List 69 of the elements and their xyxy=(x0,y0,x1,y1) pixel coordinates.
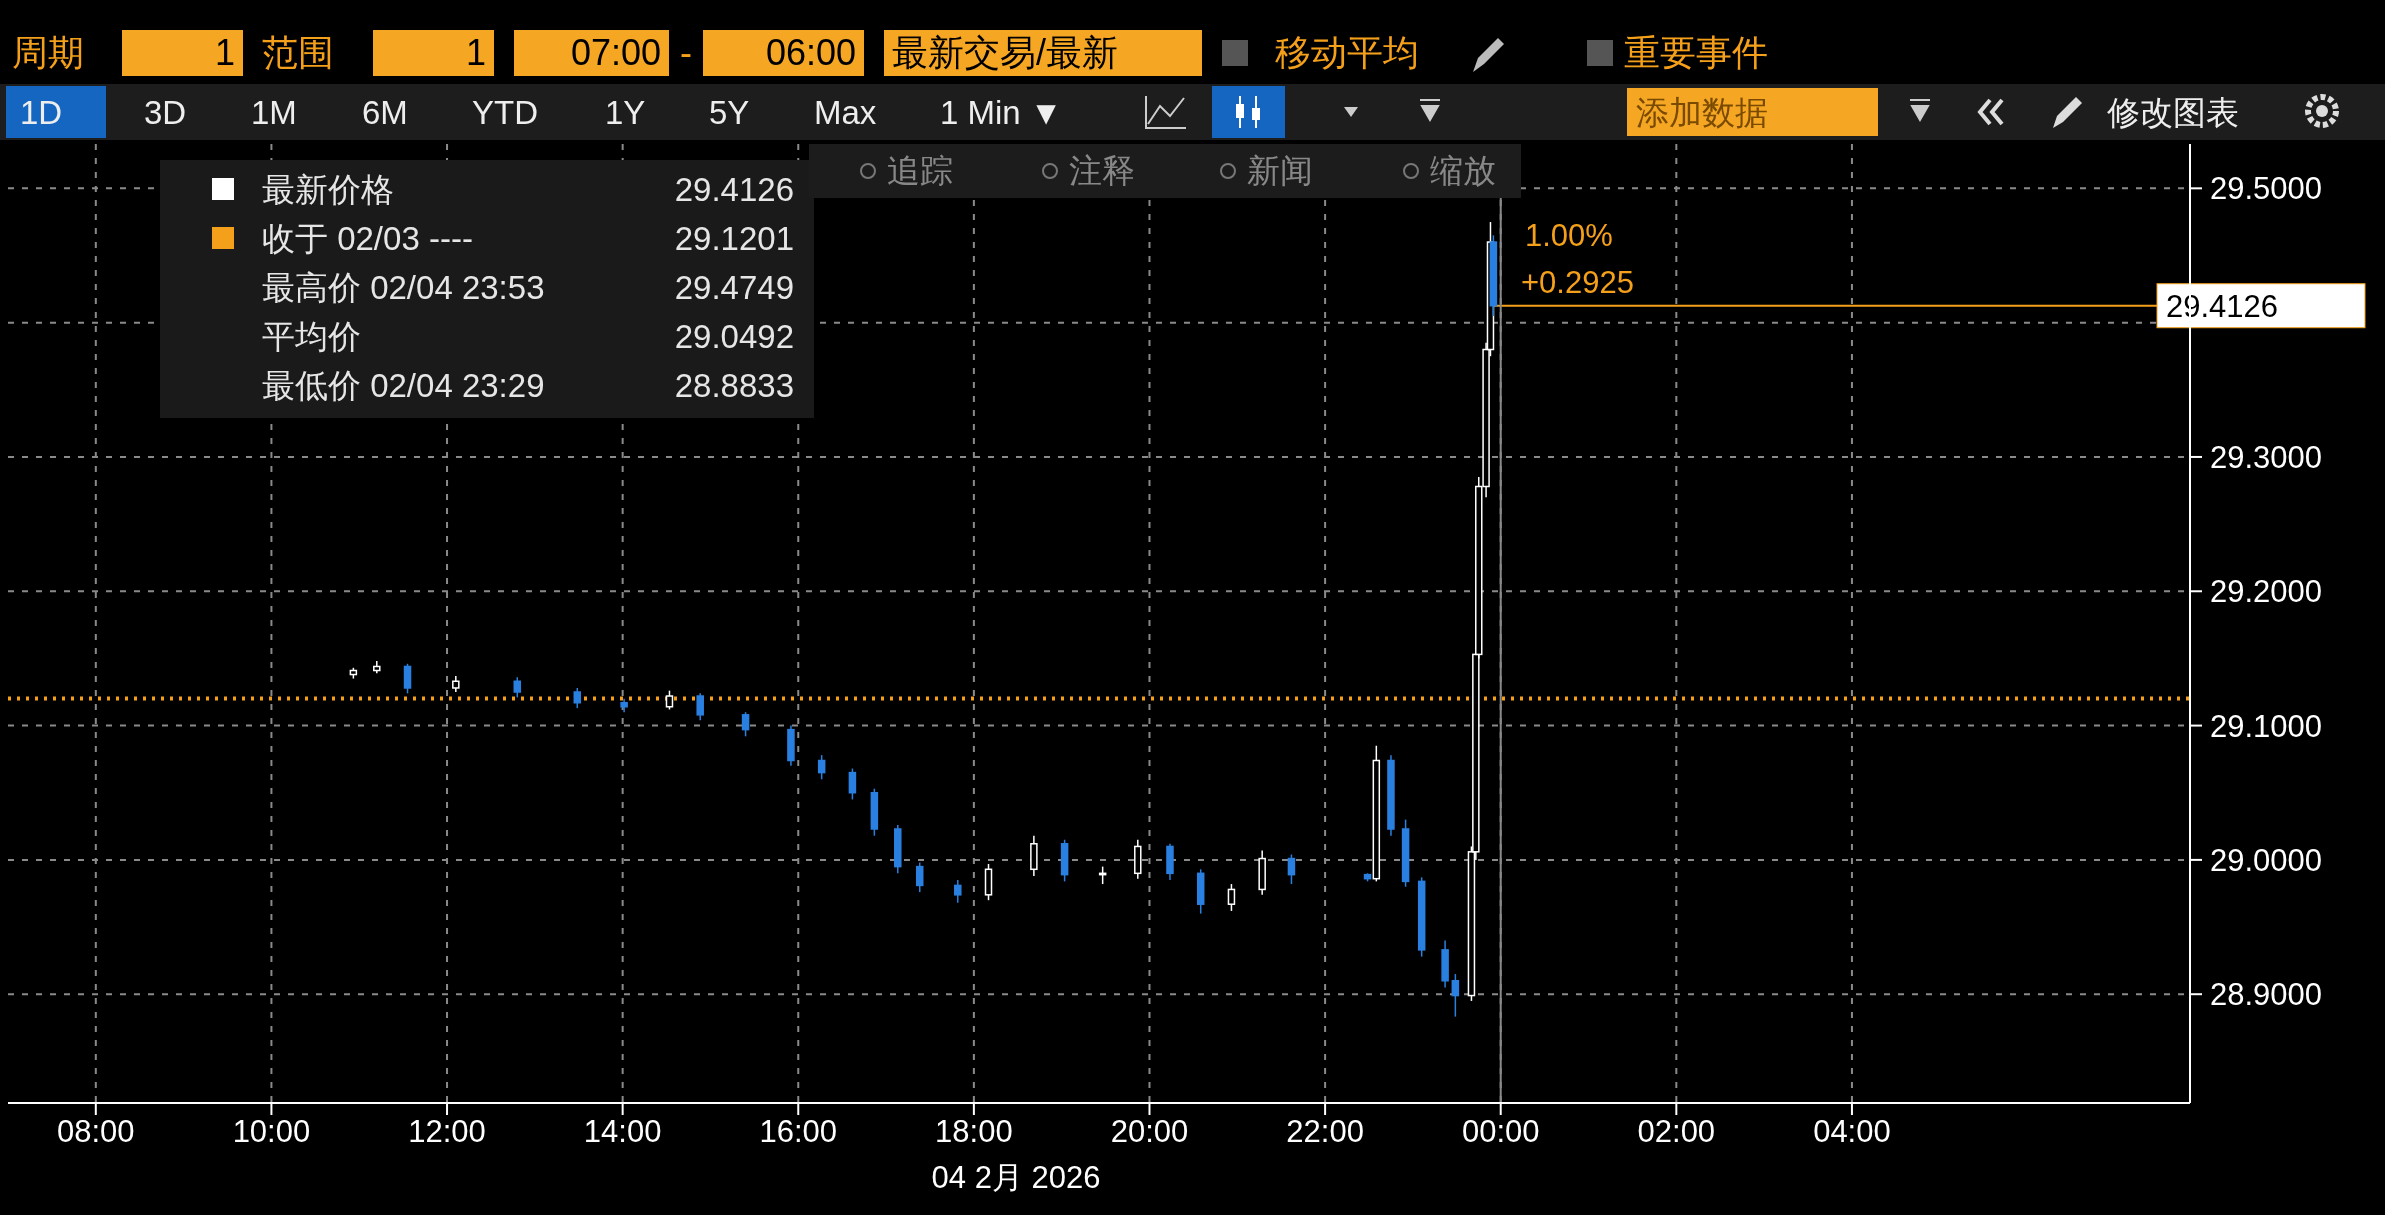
annotation: 新闻 xyxy=(1247,152,1313,189)
text: 6M xyxy=(362,94,408,131)
x-tick-label: 12:00 xyxy=(408,1114,486,1149)
annotation: 29.0492 xyxy=(674,318,794,355)
text: 重要事件 xyxy=(1624,32,1768,73)
candlestick xyxy=(915,861,924,893)
text: 1D xyxy=(20,94,63,131)
candlestick xyxy=(954,879,962,904)
annotation: 追踪 xyxy=(887,152,953,189)
y-tick-label: 29.0000 xyxy=(2210,842,2323,878)
x-tick-label: 10:00 xyxy=(232,1114,311,1149)
candlestick xyxy=(741,711,750,738)
candlestick xyxy=(573,687,582,709)
candlestick xyxy=(848,767,857,801)
candlestick xyxy=(1451,973,1460,1018)
x-tick-label: 20:00 xyxy=(1110,1114,1189,1149)
annotation: 1.00% xyxy=(1525,218,1613,253)
candlestick xyxy=(665,689,674,711)
legend-label: 最新价格 xyxy=(262,171,394,208)
candlestick xyxy=(696,692,704,721)
text: 1 Min ▼ xyxy=(940,94,1063,131)
annotation: 平均价 xyxy=(262,318,361,355)
x-tick-label: 22:00 xyxy=(1286,1114,1364,1149)
candlestick xyxy=(513,676,522,699)
annotation: 29.1201 xyxy=(674,220,794,257)
text: 04 2月 2026 xyxy=(931,1160,1101,1195)
candlestick xyxy=(1227,883,1236,912)
text: Max xyxy=(814,94,877,131)
text: 1M xyxy=(251,94,297,131)
annotation: 28.8833 xyxy=(674,367,794,404)
candlestick xyxy=(403,663,412,695)
text: 最新交易/最新 xyxy=(892,32,1119,73)
x-tick-label: 18:00 xyxy=(935,1114,1013,1149)
x-tick-label: 00:00 xyxy=(1461,1114,1540,1149)
ref-line-label: 29.4126 xyxy=(2166,288,2279,324)
text: 1Y xyxy=(605,94,646,131)
y-tick-label: 29.3000 xyxy=(2210,439,2323,475)
candlestick xyxy=(1287,853,1296,885)
annotation: 收于 02/03 ---- xyxy=(262,220,473,257)
annotation: 最低价 02/04 23:29 xyxy=(262,367,545,404)
annotation: 注释 xyxy=(1069,152,1135,189)
annotation: 29.4126 xyxy=(674,171,794,208)
x-tick-label: 04:00 xyxy=(1813,1114,1891,1149)
y-tick-label: 28.9000 xyxy=(2210,977,2323,1013)
text: YTD xyxy=(472,94,538,131)
x-tick-label: 02:00 xyxy=(1637,1114,1716,1149)
annotation: +0.2925 xyxy=(1521,265,1634,300)
text: - xyxy=(680,32,692,73)
text: 07:00 xyxy=(570,32,661,73)
y-tick-label: 29.5000 xyxy=(2210,171,2323,207)
annotation: 最高价 02/04 23:53 xyxy=(262,269,545,306)
text: 06:00 xyxy=(765,32,856,73)
text: 3D xyxy=(144,94,187,131)
text: 1 xyxy=(465,32,486,73)
text: 范围 xyxy=(262,32,334,73)
y-tick-label: 29.1000 xyxy=(2210,708,2323,744)
annotation: 29.4749 xyxy=(674,269,794,306)
x-tick-label: 08:00 xyxy=(57,1114,135,1149)
text: 修改图表 xyxy=(2107,94,2239,131)
candlestick xyxy=(817,754,826,781)
annotation: 缩放 xyxy=(1430,152,1496,189)
x-tick-label: 14:00 xyxy=(583,1114,662,1149)
text: 1 xyxy=(214,32,235,73)
text: 周期 xyxy=(12,32,84,73)
x-tick-label: 16:00 xyxy=(759,1114,838,1149)
text: 添加数据 xyxy=(1636,94,1768,131)
y-tick-label: 29.2000 xyxy=(2210,574,2323,610)
text: 移动平均 xyxy=(1275,32,1419,73)
text: 5Y xyxy=(709,94,750,131)
